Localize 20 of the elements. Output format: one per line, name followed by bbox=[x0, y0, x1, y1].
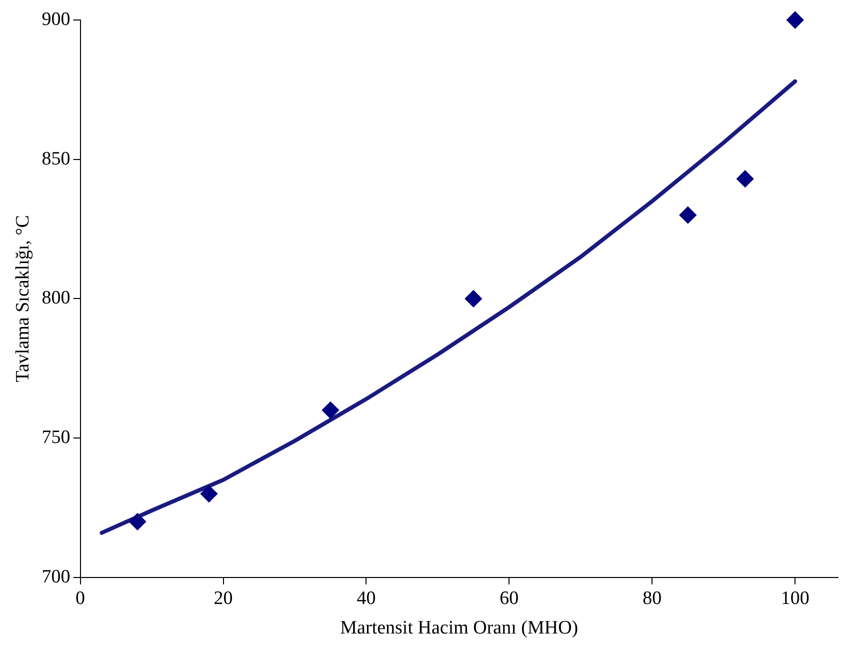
y-tick-label: 900 bbox=[42, 8, 70, 30]
x-tick-label: 60 bbox=[500, 588, 519, 609]
x-axis-title: Martensit Hacim Oranı (MHO) bbox=[340, 618, 578, 639]
x-tick-label: 80 bbox=[642, 588, 662, 609]
point bbox=[737, 170, 754, 187]
y-tick-label: 750 bbox=[42, 427, 70, 448]
point bbox=[465, 290, 482, 307]
y-axis-title: Tavlama Sıcaklığı, °C bbox=[12, 215, 34, 382]
x-tick-label: 100 bbox=[780, 588, 810, 609]
point bbox=[322, 402, 338, 418]
x-tick-label: 20 bbox=[214, 588, 233, 609]
y-tick-label: 850 bbox=[42, 148, 70, 170]
y-tick-label: 800 bbox=[42, 288, 70, 309]
point bbox=[680, 207, 696, 224]
point bbox=[129, 514, 146, 530]
x-tick-label: 40 bbox=[356, 588, 376, 609]
point bbox=[200, 486, 217, 502]
x-tick-label: 0 bbox=[76, 588, 86, 609]
point bbox=[787, 12, 804, 28]
y-tick-label: 700 bbox=[42, 566, 70, 588]
